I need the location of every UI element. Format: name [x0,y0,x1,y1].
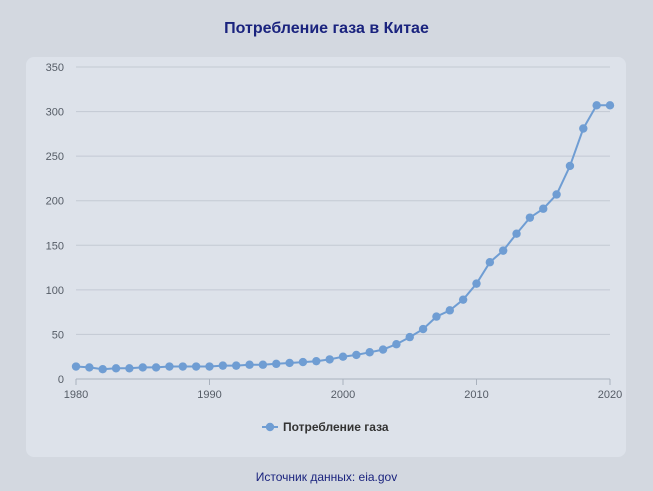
data-source: Источник данных: eia.gov [255,470,398,484]
data-point[interactable] [525,213,535,222]
data-point[interactable] [579,124,588,133]
data-point[interactable] [472,279,481,288]
x-tick-label: 2000 [331,389,355,401]
data-point[interactable] [605,101,615,110]
data-point[interactable] [592,101,601,110]
data-point[interactable] [245,360,254,369]
chart-title: Потребление газа в Китае [224,20,429,37]
data-point[interactable] [151,363,161,372]
chart-card: 0 50 100 150 200 250 300 350 1980 1990 2000 2010 202… [26,57,626,457]
data-point[interactable] [512,229,521,238]
data-point[interactable] [445,306,454,315]
data-point[interactable] [539,204,548,213]
data-point[interactable] [272,359,281,369]
data-point[interactable] [325,355,334,364]
data-point[interactable] [499,246,508,255]
y-tick-label: 250 [46,151,64,163]
data-point[interactable] [232,361,241,370]
data-point[interactable] [312,356,321,366]
y-tick-label: 200 [46,196,64,208]
data-point[interactable] [405,332,414,342]
data-point[interactable] [138,363,147,372]
data-point[interactable] [285,358,294,368]
data-point[interactable] [338,352,348,361]
data-point[interactable] [432,312,441,321]
line-chart: 0 50 100 150 200 250 300 350 1980 1990 2000 2010 202… [46,62,623,434]
data-point[interactable] [111,364,121,373]
x-tick-label: 2020 [598,389,622,401]
data-point[interactable] [178,362,187,371]
data-point[interactable] [378,345,388,354]
data-point[interactable] [258,360,268,369]
series-line [75,104,610,371]
legend-label[interactable]: Потребление газа [283,420,389,434]
y-tick-label: 150 [46,240,64,252]
data-point[interactable] [205,362,214,371]
data-point[interactable] [165,362,174,371]
y-tick-label: 300 [46,107,64,119]
data-point[interactable] [218,361,228,370]
x-tick-label: 1990 [197,389,221,401]
data-point[interactable] [191,362,201,371]
y-tick-label: 100 [46,285,64,297]
data-point[interactable] [298,357,308,367]
data-point[interactable] [125,364,134,373]
data-point[interactable] [85,363,94,372]
data-point[interactable] [98,364,107,374]
data-point[interactable] [552,190,561,199]
data-point[interactable] [392,340,401,349]
data-point[interactable] [352,350,361,360]
data-point[interactable] [485,258,495,267]
y-tick-label: 350 [46,62,64,74]
x-tick-label: 2010 [464,389,488,401]
y-tick-label: 50 [52,329,64,341]
data-point[interactable] [71,362,81,371]
data-point[interactable] [565,161,575,171]
data-point[interactable] [365,348,374,357]
y-tick-label: 0 [58,374,64,386]
data-point[interactable] [418,324,428,334]
x-tick-label: 1980 [64,389,88,401]
legend-marker [265,422,275,432]
data-point[interactable] [458,295,468,304]
